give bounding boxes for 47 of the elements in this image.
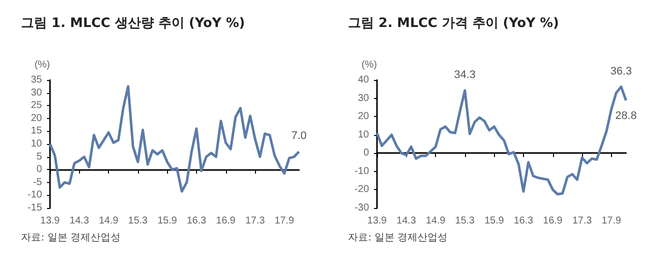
y-tick-label: 15 [30,126,42,137]
x-tick-label: 16.9 [216,216,236,226]
text: 자료: 일본 경제산업성 [21,232,121,244]
x-tick-label: 17.9 [602,216,622,226]
data-label: 7.0 [291,130,307,142]
x-tick-label: 13.9 [367,216,388,226]
y-tick-label: 30 [30,87,42,98]
y-tick-label: 5 [36,151,42,162]
x-tick-label: 15.9 [157,216,178,226]
y-tick-label: -10 [354,166,370,177]
y-axis-title: (%) [361,60,377,70]
y-tick-label: -15 [28,202,42,214]
x-tick-label: 16.3 [186,216,207,226]
data-label: 28.8 [615,110,637,122]
x-tick-label: 17.3 [245,216,266,226]
y-tick-label: 30 [358,92,370,104]
y-tick-label: 40 [358,74,370,86]
x-tick-label: 15.9 [484,216,504,226]
x-tick-label: 15.3 [455,216,476,226]
y-tick-label: 0 [363,148,370,159]
x-tick-label: 14.3 [396,216,416,226]
x-tick-label: 17.3 [572,216,592,226]
chart-title: 그림 2. MLCC 가격 추이 (YoY %) [348,16,559,31]
y-tick-label: 10 [358,129,370,140]
x-tick-label: 14.3 [70,216,90,226]
y-tick-label: 20 [30,112,42,124]
text: 자료: 일본 경제산업성 [348,232,448,244]
y-tick-label: 35 [30,74,42,86]
y-tick-label: 25 [30,100,42,112]
y-tick-label: -5 [33,176,42,188]
y-axis-title: (%) [34,60,50,70]
data-label: 36.3 [610,65,632,78]
x-tick-label: 16.3 [514,216,534,226]
x-tick-label: 14.9 [98,216,119,226]
y-tick-label: -10 [28,190,42,201]
y-tick-label: -30 [354,202,370,214]
y-tick-label: 20 [358,111,370,122]
x-tick-label: 14.9 [426,216,446,226]
x-tick-label: 15.3 [128,216,148,226]
chart-title: 그림 1. MLCC 생산량 추이 (YoY %) [21,16,245,31]
y-tick-label: -20 [354,184,370,196]
data-label: 34.3 [454,68,476,81]
x-tick-label: 16.9 [543,216,563,226]
y-tick-label: 0 [36,164,42,176]
y-tick-label: 10 [30,138,42,150]
x-tick-label: 13.9 [40,216,60,226]
x-tick-label: 17.9 [274,216,295,226]
